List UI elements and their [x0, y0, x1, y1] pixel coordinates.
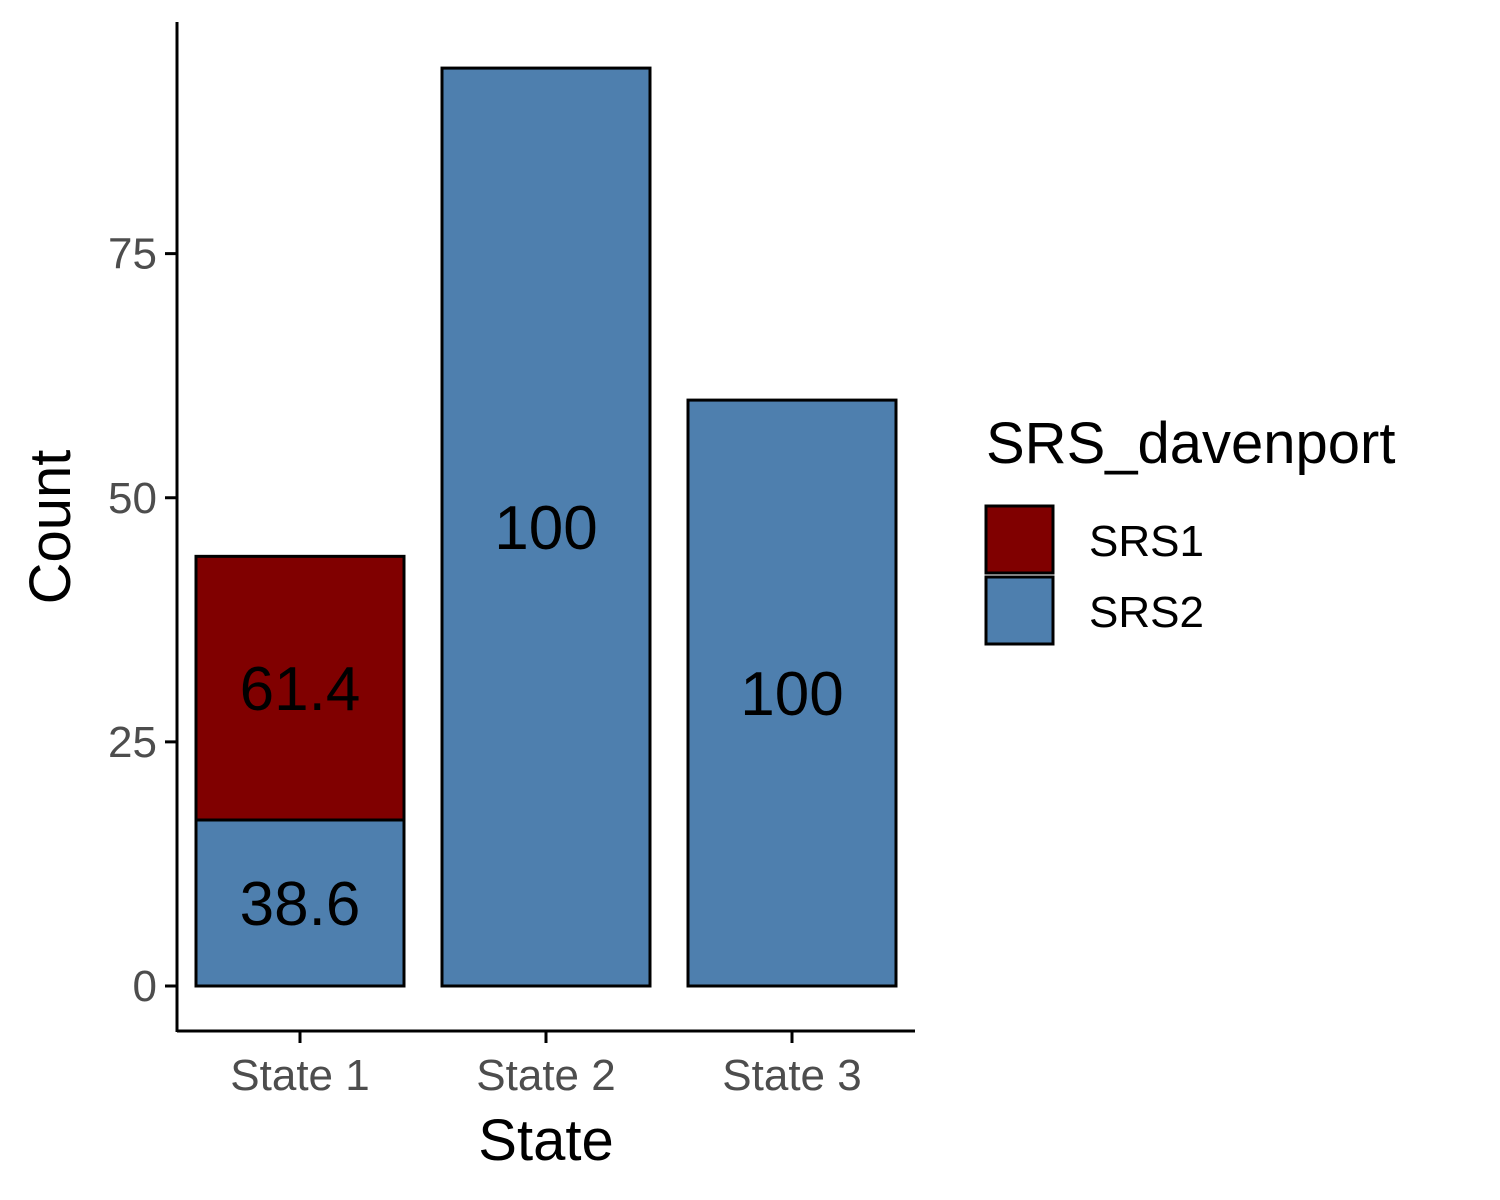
bar-srs2-1 [194, 818, 406, 988]
y-axis-title: Count [18, 450, 83, 605]
legend: SRS_davenport SRS1 SRS2 [984, 411, 1395, 646]
x-ticks-group: State 1 State 2 State 3 [230, 1031, 862, 1100]
bar-value-label: 38.6 [240, 870, 361, 939]
x-tick-label: State 2 [476, 1051, 615, 1100]
legend-label-srs2: SRS2 [1089, 588, 1204, 637]
y-ticks-group: 0 25 50 75 [108, 230, 177, 1011]
bar-srs2-3 [686, 398, 898, 988]
x-tick-label: State 1 [230, 1051, 369, 1100]
legend-label-srs1: SRS1 [1089, 517, 1204, 566]
bar-value-label: 100 [740, 660, 843, 729]
bar-srs2-2 [440, 66, 652, 988]
x-tick-label: State 3 [722, 1051, 861, 1100]
bar-labels-group: 38.6 61.4 100 100 [240, 494, 844, 939]
bar-value-label: 100 [494, 494, 597, 563]
y-tick-label: 0 [133, 962, 157, 1011]
legend-swatch-srs1 [984, 504, 1055, 575]
bar-value-label: 61.4 [240, 655, 361, 724]
y-tick-label: 75 [108, 230, 157, 279]
legend-items: SRS1 SRS2 [984, 504, 1204, 646]
bars-group [194, 66, 898, 988]
legend-swatch-srs2 [984, 575, 1055, 646]
legend-title: SRS_davenport [986, 411, 1395, 476]
bar-srs1-1 [194, 554, 406, 822]
y-tick-label: 50 [108, 474, 157, 523]
x-axis-title: State [478, 1108, 613, 1173]
y-tick-label: 25 [108, 718, 157, 767]
